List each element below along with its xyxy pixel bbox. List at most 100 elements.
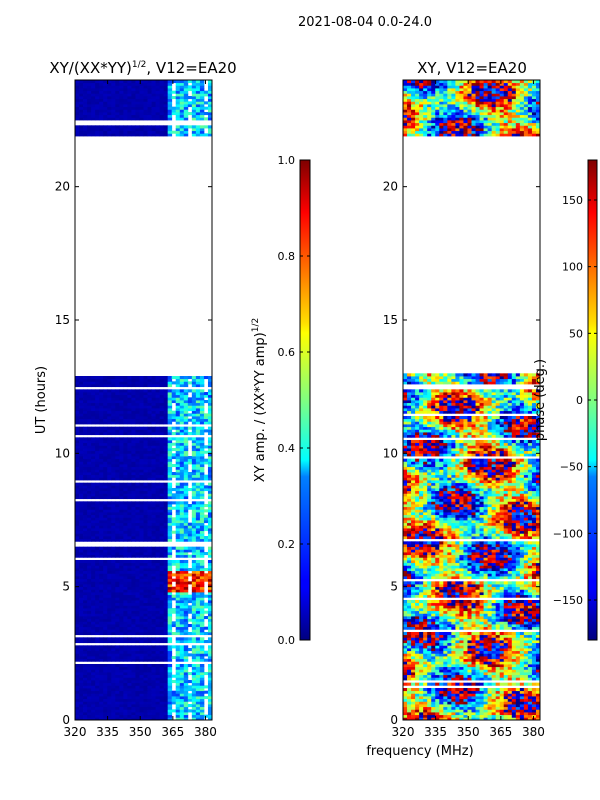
heatmap-cell: [87, 656, 92, 660]
heatmap-cell: [455, 682, 460, 686]
heatmap-cell: [159, 592, 165, 596]
heatmap-cell: [119, 637, 124, 641]
heatmap-cell: [111, 472, 116, 476]
amplitude-colorbar-label: XY amp. / (XX*YY amp)1/2: [251, 318, 268, 482]
heatmap-cell: [171, 456, 177, 460]
heatmap-cell: [171, 597, 177, 601]
heatmap-cell: [499, 701, 505, 705]
heatmap-cell: [167, 669, 173, 673]
heatmap-cell: [135, 645, 140, 649]
heatmap-cell: [79, 477, 84, 481]
heatmap-cell: [147, 568, 152, 572]
heatmap-cell: [175, 658, 181, 662]
heatmap-cell: [79, 688, 84, 692]
heatmap-cell: [159, 429, 165, 433]
heatmap-cell: [179, 453, 185, 457]
heatmap-cell: [191, 408, 197, 412]
heatmap-cell: [415, 688, 420, 692]
heatmap-cell: [171, 506, 177, 510]
heatmap-cell: [131, 437, 136, 441]
heatmap-cell: [191, 698, 197, 702]
heatmap-cell: [135, 608, 140, 612]
heatmap-cell: [103, 581, 108, 585]
heatmap-cell: [511, 674, 517, 678]
heatmap-cell: [159, 133, 165, 137]
heatmap-cell: [531, 677, 537, 681]
heatmap-cell: [163, 696, 169, 700]
heatmap-cell: [155, 416, 161, 420]
heatmap-cell: [123, 624, 128, 628]
heatmap-cell: [83, 504, 88, 508]
heatmap-cell: [79, 626, 84, 630]
heatmap-cell: [199, 512, 205, 516]
heatmap-cell: [179, 416, 185, 420]
heatmap-cell: [151, 594, 156, 598]
heatmap-cell: [75, 520, 80, 524]
heatmap-cell: [147, 560, 152, 564]
heatmap-cell: [523, 701, 529, 705]
heatmap-cell: [207, 394, 213, 398]
heatmap-cell: [491, 706, 497, 710]
heatmap-cell: [123, 594, 128, 598]
heatmap-cell: [163, 493, 169, 497]
heatmap-cell: [155, 381, 161, 385]
heatmap-cell: [195, 384, 201, 388]
heatmap-cell: [107, 709, 112, 713]
heatmap-cell: [155, 378, 161, 382]
heatmap-cell: [111, 688, 116, 692]
heatmap-cell: [111, 693, 116, 697]
heatmap-cell: [87, 680, 92, 684]
heatmap-cell: [499, 696, 505, 700]
heatmap-cell: [135, 573, 140, 577]
heatmap-cell: [203, 101, 209, 105]
heatmap-cell: [83, 666, 88, 670]
heatmap-cell: [159, 474, 165, 478]
heatmap-cell: [75, 680, 80, 684]
heatmap-cell: [115, 546, 120, 550]
heatmap-cell: [91, 538, 96, 542]
heatmap-cell: [151, 525, 156, 529]
heatmap-cell: [75, 501, 80, 505]
heatmap-cell: [87, 688, 92, 692]
heatmap-cell: [143, 586, 148, 590]
heatmap-cell: [123, 605, 128, 609]
heatmap-cell: [79, 552, 84, 556]
heatmap-cell: [123, 517, 128, 521]
heatmap-cell: [479, 682, 484, 686]
heatmap-cell: [483, 696, 489, 700]
heatmap-cell: [191, 80, 197, 84]
heatmap-cell: [199, 621, 205, 625]
heatmap-cell: [479, 717, 484, 721]
heatmap-cell: [127, 82, 132, 86]
heatmap-cell: [119, 706, 124, 710]
heatmap-cell: [167, 589, 173, 593]
heatmap-cell: [179, 709, 185, 713]
heatmap-cell: [99, 82, 104, 86]
heatmap-cell: [183, 530, 189, 534]
heatmap-cell: [199, 402, 205, 406]
heatmap-cell: [407, 704, 412, 708]
heatmap-cell: [83, 608, 88, 612]
heatmap-cell: [99, 133, 104, 137]
heatmap-cell: [131, 381, 136, 385]
heatmap-cell: [111, 696, 116, 700]
heatmap-cell: [155, 696, 161, 700]
heatmap-cell: [159, 554, 165, 558]
heatmap-cell: [191, 416, 197, 420]
heatmap-cell: [175, 464, 181, 468]
heatmap-cell: [147, 477, 152, 481]
heatmap-cell: [203, 696, 209, 700]
heatmap-cell: [135, 98, 140, 102]
heatmap-cell: [175, 128, 181, 132]
heatmap-cell: [107, 581, 112, 585]
heatmap-cell: [491, 682, 497, 686]
heatmap-cell: [87, 706, 92, 710]
heatmap-cell: [127, 685, 132, 689]
heatmap-cell: [163, 128, 169, 132]
heatmap-cell: [131, 709, 136, 713]
heatmap-cell: [527, 693, 533, 697]
heatmap-cell: [471, 677, 476, 681]
heatmap-cell: [139, 712, 144, 716]
heatmap-cell: [191, 696, 197, 700]
heatmap-cell: [107, 450, 112, 454]
